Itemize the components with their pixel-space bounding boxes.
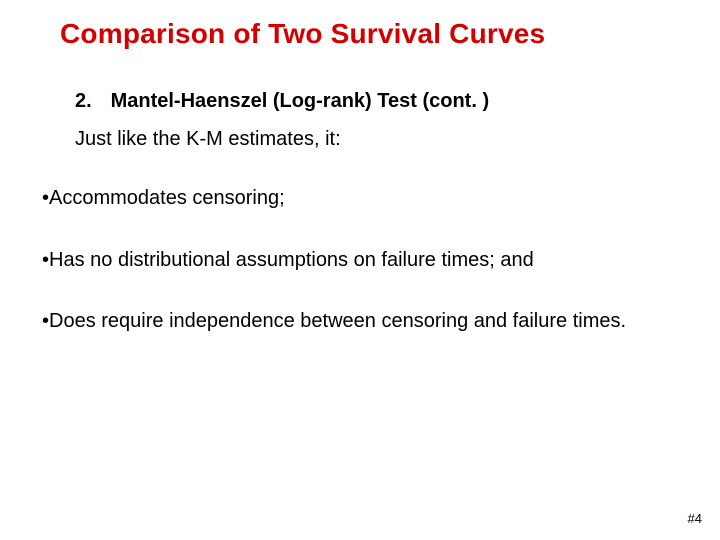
slide: Comparison of Two Survival Curves 2. Man… [0,0,720,540]
bullet-list: •Accommodates censoring; •Has no distrib… [42,186,680,371]
list-item: •Does require independence between censo… [42,309,680,335]
slide-title: Comparison of Two Survival Curves [60,18,545,50]
section-heading: 2. Mantel-Haenszel (Log-rank) Test (cont… [75,90,489,113]
list-item-text: Does require independence between censor… [49,310,626,332]
list-item: •Accommodates censoring; [42,186,680,212]
section-heading-text: Mantel-Haenszel (Log-rank) Test (cont. ) [111,90,490,112]
slide-number: #4 [688,511,702,526]
list-item-text: Has no distributional assumptions on fai… [49,249,534,271]
lead-text: Just like the K-M estimates, it: [75,128,341,151]
bullet-marker-icon: • [42,249,49,271]
list-item-text: Accommodates censoring; [49,187,285,209]
list-item: •Has no distributional assumptions on fa… [42,248,680,274]
section-number: 2. [75,90,105,113]
bullet-marker-icon: • [42,310,49,332]
bullet-marker-icon: • [42,187,49,209]
